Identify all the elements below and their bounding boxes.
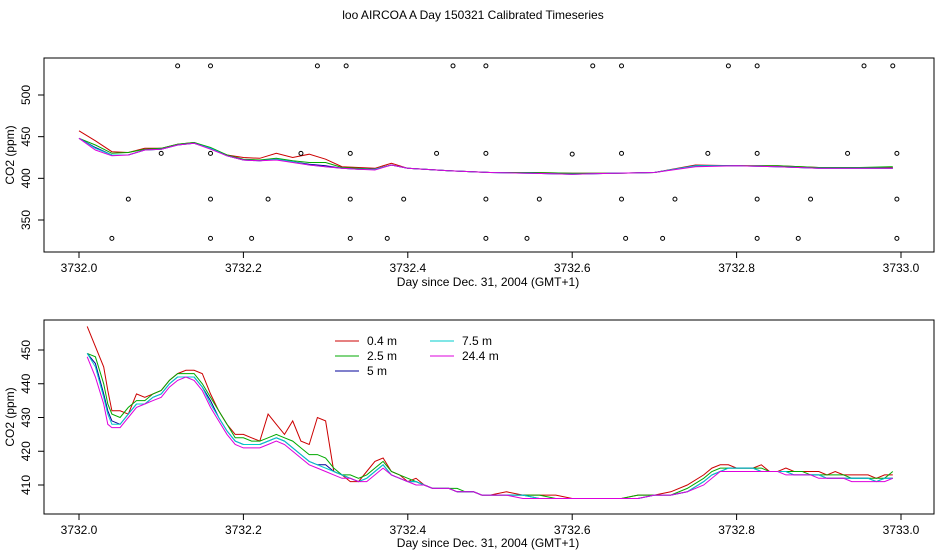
bottom-series-line-2 [86,353,893,499]
top-marker-point [314,63,320,69]
top-marker-point [483,235,489,241]
top-marker-point [125,196,131,202]
top-x-tick-label: 3732.0 [61,261,98,275]
top-x-tick-label: 3732.4 [389,261,426,275]
top-marker-point [208,63,214,69]
top-marker-point [705,150,711,156]
top-y-tick-label: 500 [19,85,33,105]
top-marker-point [208,235,214,241]
top-marker-point [434,150,440,156]
bottom-x-tick-label: 3733.0 [883,523,920,537]
bottom-y-tick-label: 420 [19,441,33,461]
top-marker-point [450,63,456,69]
top-marker-point [208,196,214,202]
legend: 0.4 m2.5 m5 m 7.5 m24.4 m [335,334,499,378]
bottom-y-axis: 410 420 430 440 450 [19,340,44,495]
top-marker-point [660,235,666,241]
top-series-line-4 [78,137,893,175]
bottom-x-tick-label: 3732.0 [61,523,98,537]
top-marker-point [894,235,900,241]
bottom-series-line-3 [86,353,893,499]
top-marker-point [619,196,625,202]
chart-title: loo AIRCOA A Day 150321 Calibrated Times… [342,8,603,22]
top-marker-point [894,150,900,156]
top-marker-point [795,235,801,241]
top-series-group [78,130,893,175]
legend-label: 7.5 m [462,334,492,348]
top-marker-point [894,196,900,202]
top-marker-point [861,63,867,69]
bottom-series-line-4 [86,356,893,499]
top-marker-point [347,196,353,202]
top-marker-point [754,150,760,156]
top-plot-frame [43,57,935,253]
top-y-tick-label: 450 [19,126,33,146]
top-x-tick-label: 3732.8 [718,261,755,275]
bottom-y-axis-label: CO2 (ppm) [3,387,17,446]
bottom-panel: 3732.0 3732.2 3732.4 3732.6 3732.8 3733.0 410… [3,319,935,550]
top-marker-point [672,196,678,202]
top-series-line-3 [78,137,893,175]
bottom-x-tick-label: 3732.2 [225,523,262,537]
top-y-axis-label: CO2 (ppm) [3,125,17,184]
top-x-axis: 3732.0 3732.2 3732.4 3732.6 3732.8 3733.0 [61,252,920,275]
bottom-x-tick-label: 3732.6 [554,523,591,537]
top-marker-point [536,196,542,202]
top-marker-point [754,63,760,69]
top-series-line-2 [78,137,893,175]
top-x-axis-label: Day since Dec. 31, 2004 (GMT+1) [397,275,579,289]
top-marker-point [808,196,814,202]
top-marker-point [401,196,407,202]
top-marker-point [483,196,489,202]
top-marker-point [343,63,349,69]
top-marker-point [347,235,353,241]
top-y-axis: 350 400 450 500 [19,85,44,230]
top-marker-point [619,63,625,69]
top-marker-point [483,150,489,156]
top-y-tick-label: 400 [19,168,33,188]
top-marker-point [109,235,115,241]
top-marker-point [569,151,575,157]
top-marker-point [623,235,629,241]
top-x-tick-label: 3732.6 [554,261,591,275]
top-marker-point [845,150,851,156]
top-marker-point [590,63,596,69]
top-marker-point [249,235,255,241]
bottom-series-line-1 [87,352,894,499]
top-marker-point [384,235,390,241]
bottom-x-tick-label: 3732.4 [389,523,426,537]
top-marker-point [754,196,760,202]
top-marker-point [890,63,896,69]
bottom-x-tick-label: 3732.8 [718,523,755,537]
top-marker-point [483,63,489,69]
top-marker-point [298,150,304,156]
top-marker-point [725,63,731,69]
top-marker-point [754,235,760,241]
top-marker-point [175,63,181,69]
bottom-y-tick-label: 450 [19,340,33,360]
top-marker-point [524,235,530,241]
bottom-y-tick-label: 440 [19,373,33,393]
legend-label: 24.4 m [462,349,499,363]
bottom-y-tick-label: 430 [19,407,33,427]
top-marker-point [619,150,625,156]
bottom-x-axis: 3732.0 3732.2 3732.4 3732.6 3732.8 3733.0 [61,514,920,537]
bottom-y-tick-label: 410 [19,475,33,495]
bottom-x-axis-label: Day since Dec. 31, 2004 (GMT+1) [397,536,579,550]
top-x-tick-label: 3732.2 [225,261,262,275]
legend-label: 0.4 m [367,334,397,348]
bottom-series-group [86,326,894,499]
legend-label: 5 m [367,364,387,378]
top-y-tick-label: 350 [19,210,33,230]
top-marker-point [158,150,164,156]
top-marker-point [208,150,214,156]
top-marker-point [347,150,353,156]
top-markers-group [109,63,900,241]
top-x-tick-label: 3733.0 [883,261,920,275]
top-panel: 3732.0 3732.2 3732.4 3732.6 3732.8 3733.0 350… [3,57,935,289]
top-marker-point [265,196,271,202]
legend-label: 2.5 m [367,349,397,363]
